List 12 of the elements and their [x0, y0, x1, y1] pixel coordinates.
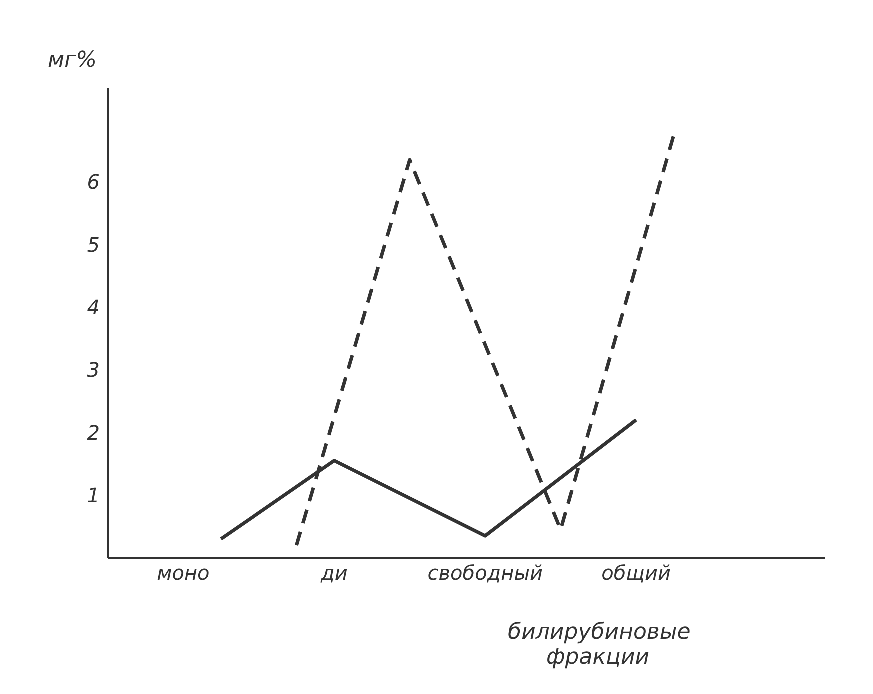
x-tick-label: моно — [157, 561, 210, 586]
y-axis-title: мг% — [48, 48, 98, 73]
x-tick-label: свободный — [428, 561, 544, 586]
y-tick-label: 5 — [87, 232, 100, 257]
x-axis-title: билирубиновые фракции — [508, 620, 691, 670]
y-tick-label: 1 — [87, 483, 100, 508]
y-tick-label: 2 — [87, 420, 100, 445]
x-tick-label: ди — [320, 561, 348, 586]
y-tick-label: 6 — [87, 170, 100, 194]
y-tick-label: 3 — [87, 358, 100, 382]
y-tick-label: 4 — [87, 295, 100, 320]
x-tick-label: общий — [602, 561, 672, 586]
